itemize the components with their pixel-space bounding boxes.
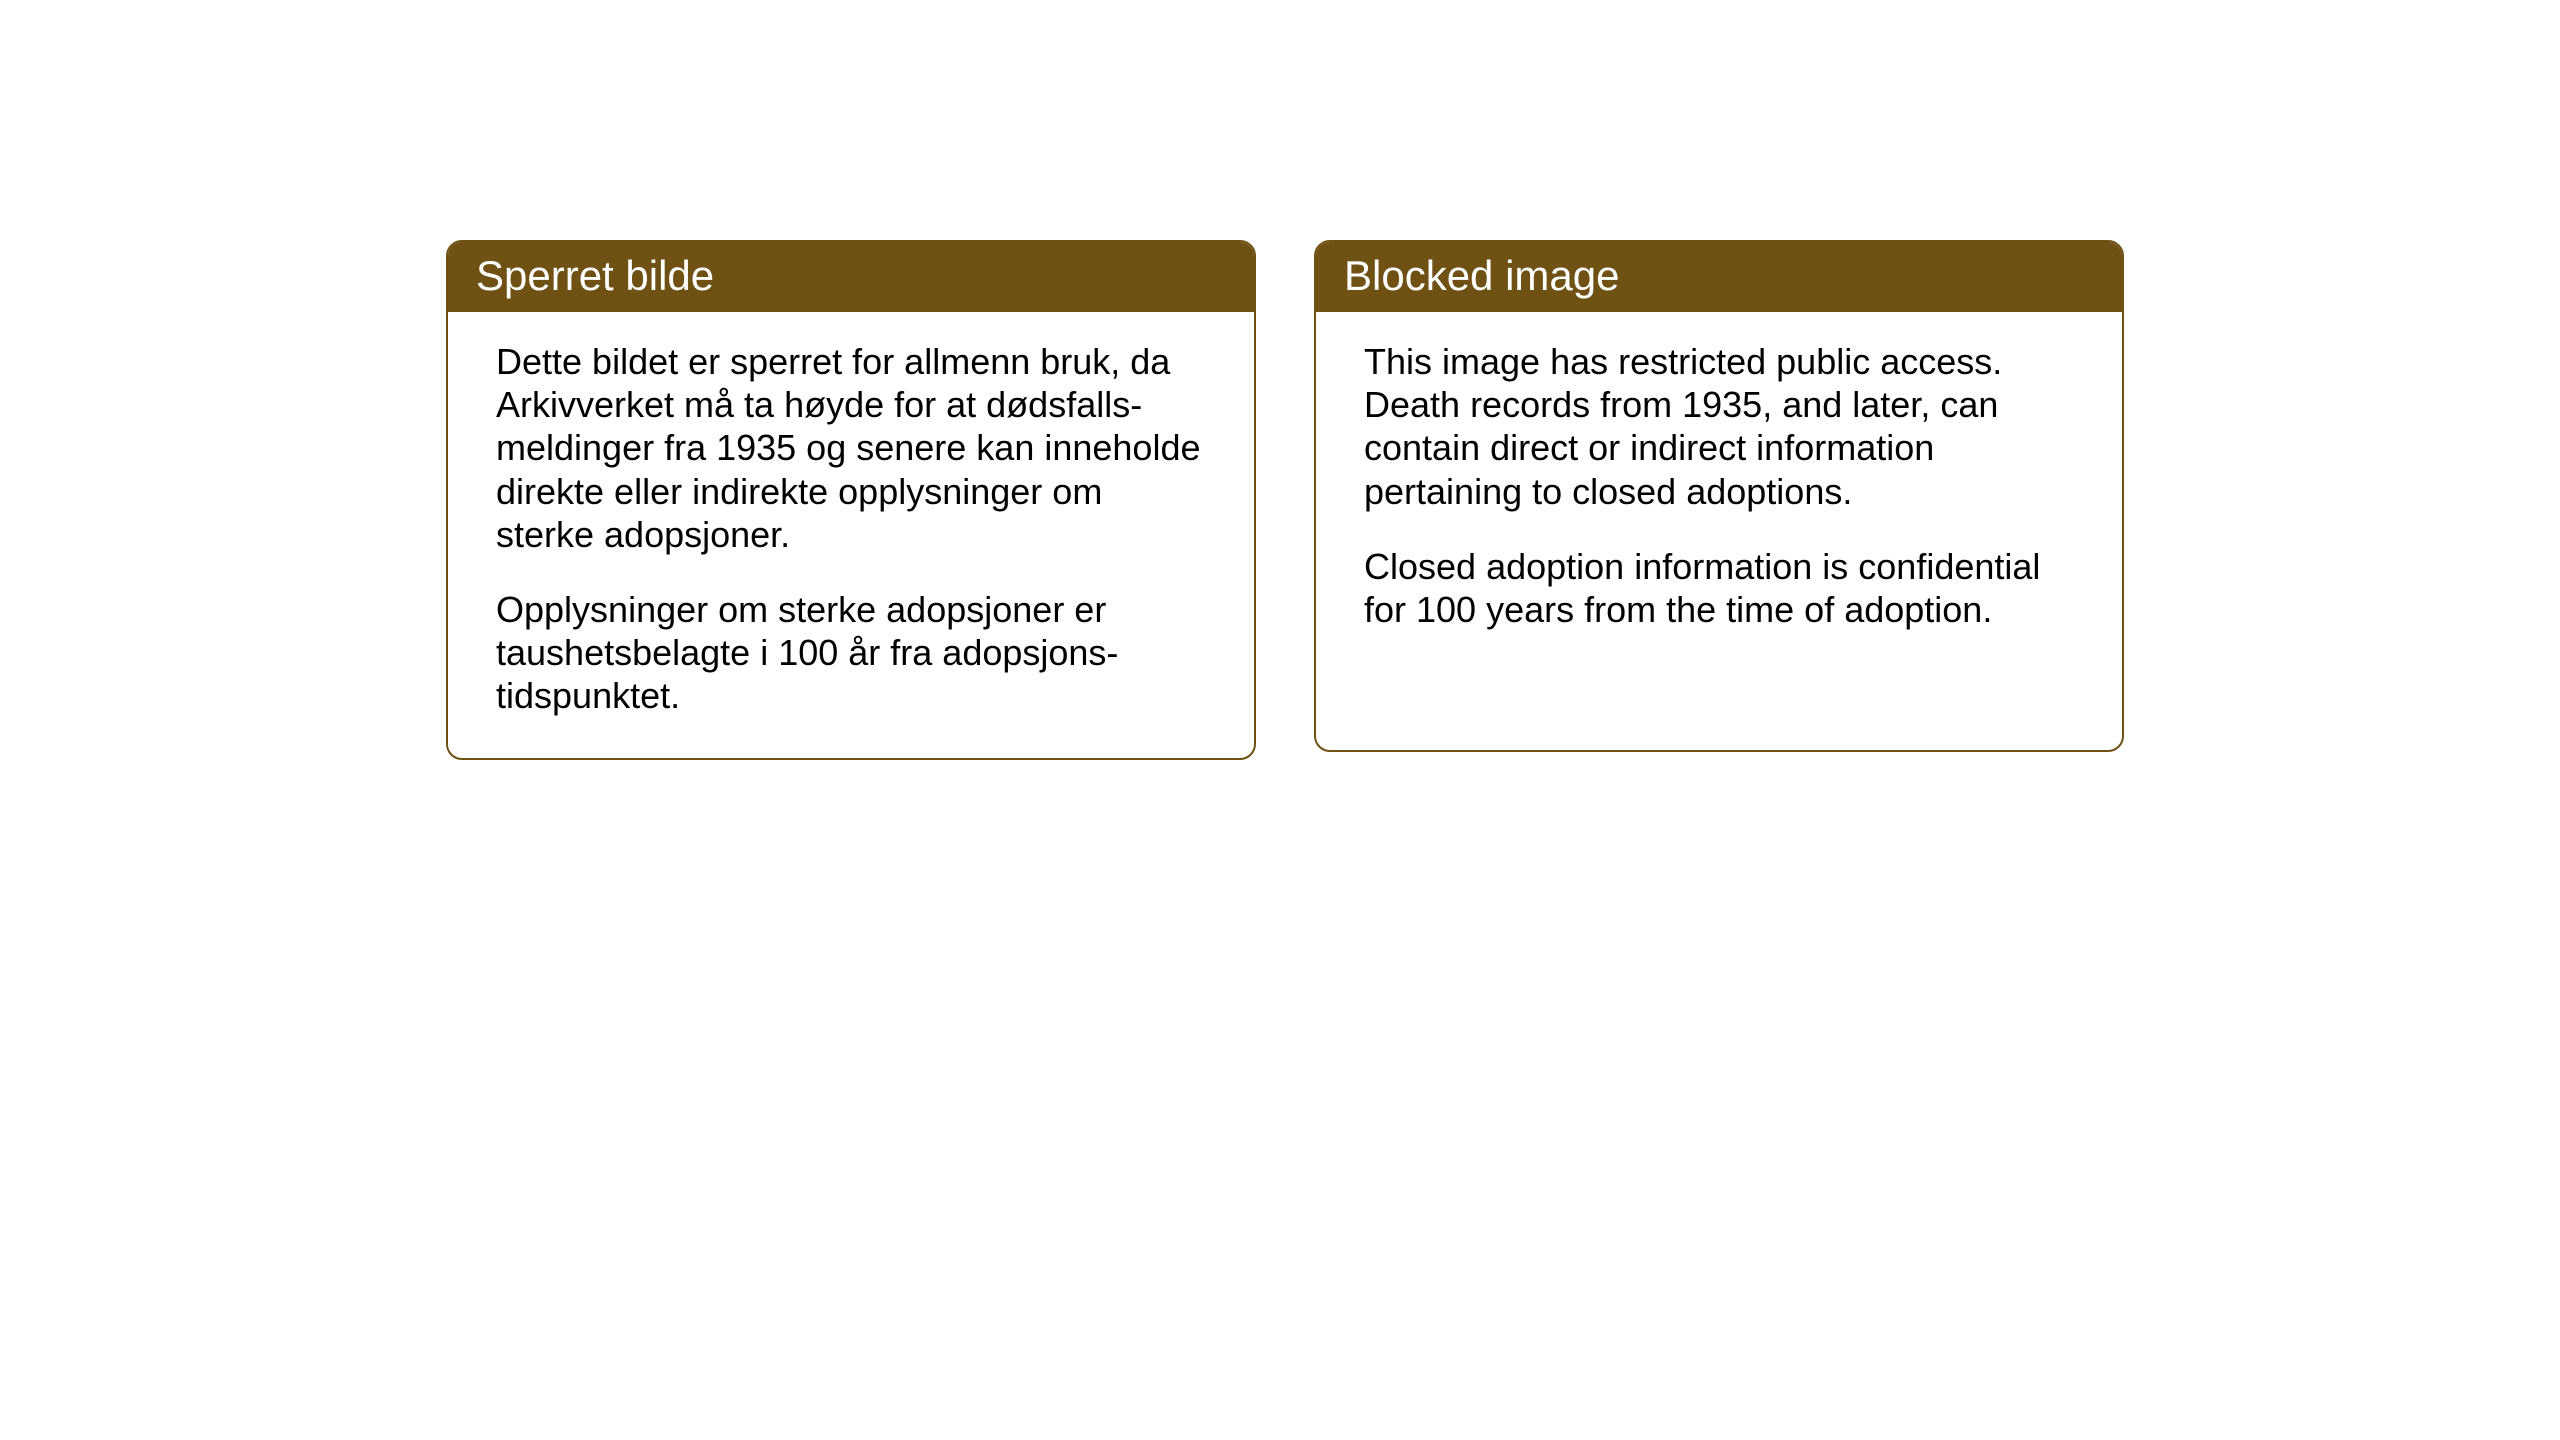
- card-header-english: Blocked image: [1316, 242, 2122, 312]
- notice-card-english: Blocked image This image has restricted …: [1314, 240, 2124, 752]
- card-title-english: Blocked image: [1344, 252, 1619, 299]
- notice-container: Sperret bilde Dette bildet er sperret fo…: [446, 240, 2124, 760]
- card-title-norwegian: Sperret bilde: [476, 252, 714, 299]
- card-paragraph-norwegian-2: Opplysninger om sterke adopsjoner er tau…: [496, 588, 1206, 718]
- notice-card-norwegian: Sperret bilde Dette bildet er sperret fo…: [446, 240, 1256, 760]
- card-header-norwegian: Sperret bilde: [448, 242, 1254, 312]
- card-body-english: This image has restricted public access.…: [1316, 312, 2122, 671]
- card-paragraph-norwegian-1: Dette bildet er sperret for allmenn bruk…: [496, 340, 1206, 556]
- card-paragraph-english-1: This image has restricted public access.…: [1364, 340, 2074, 513]
- card-paragraph-english-2: Closed adoption information is confident…: [1364, 545, 2074, 631]
- card-body-norwegian: Dette bildet er sperret for allmenn bruk…: [448, 312, 1254, 758]
